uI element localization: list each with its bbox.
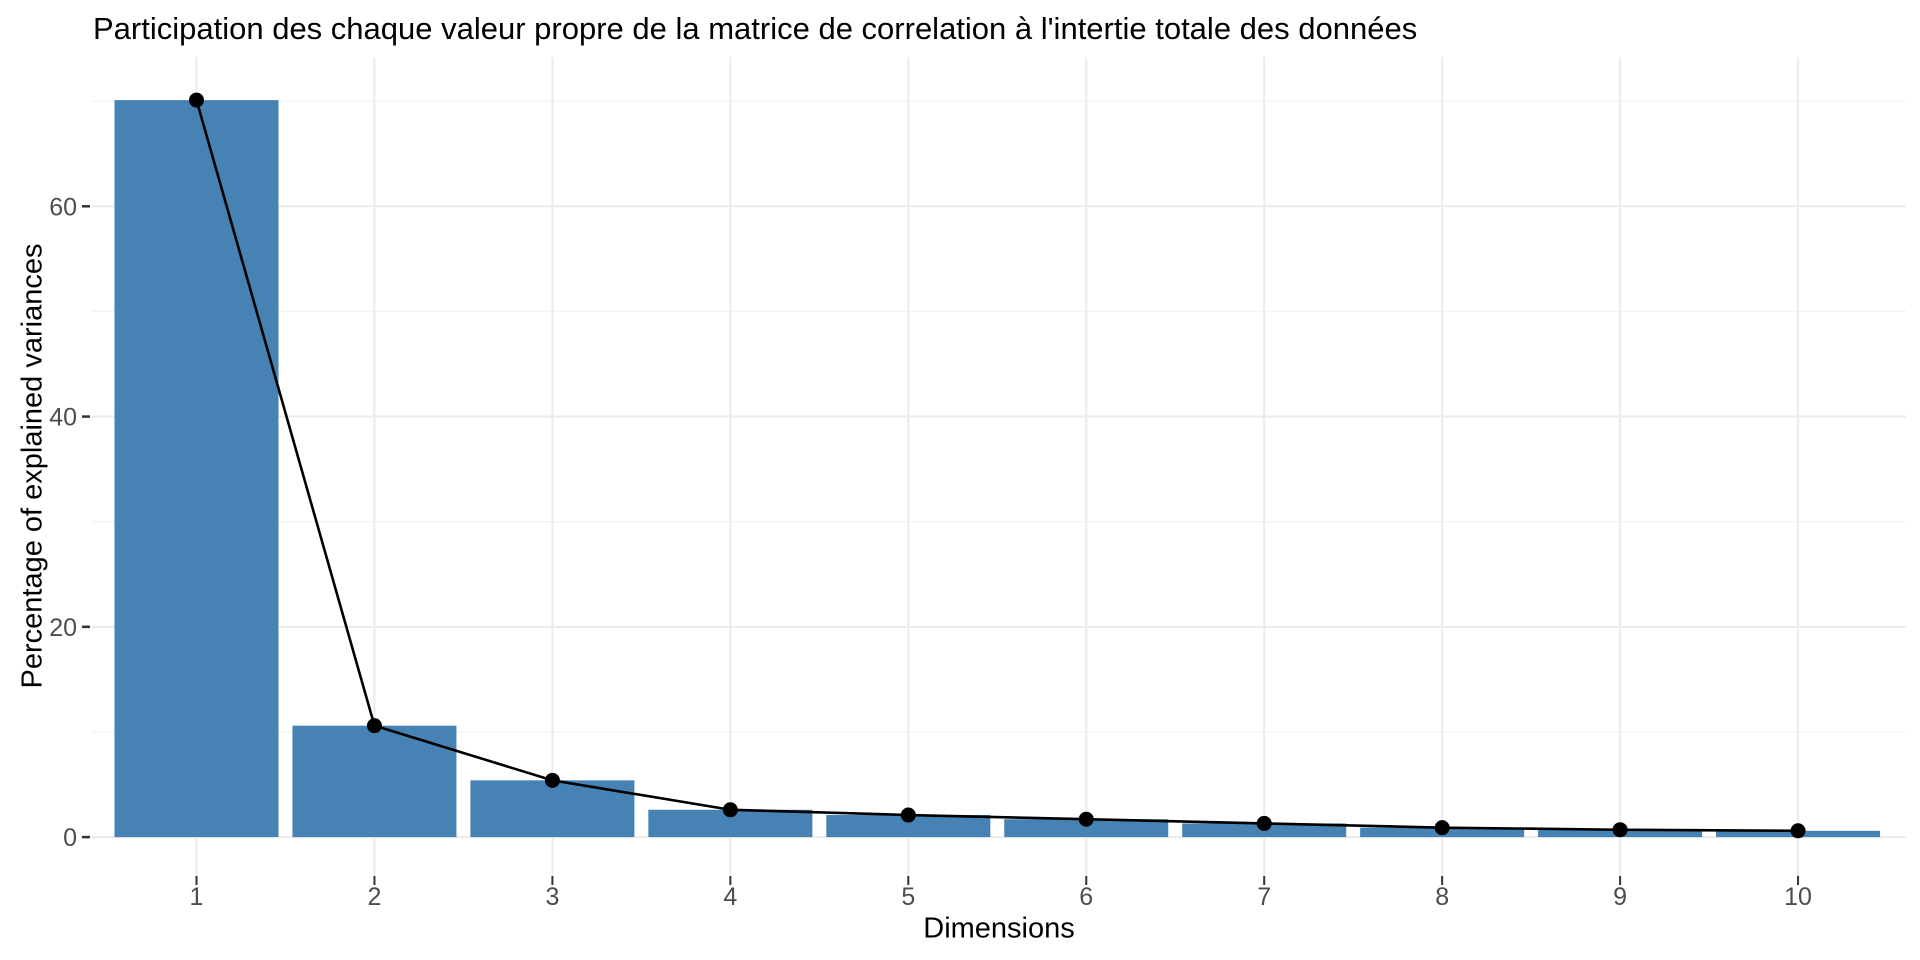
bar-dim-5 bbox=[826, 815, 991, 838]
scree-line bbox=[195, 99, 1799, 833]
scree-point-dim-7 bbox=[1256, 815, 1272, 831]
scree-point-dim-3 bbox=[544, 772, 560, 788]
bar-dim-1 bbox=[114, 100, 279, 838]
scree-point-dim-8 bbox=[1434, 820, 1450, 836]
y-axis-title: Percentage of explained variances bbox=[16, 243, 49, 689]
x-tick-label: 10 bbox=[1784, 883, 1812, 911]
x-tick-label: 9 bbox=[1613, 883, 1627, 911]
x-tick-label: 7 bbox=[1257, 883, 1271, 911]
scree-point-dim-9 bbox=[1612, 822, 1628, 838]
x-tick-label: 5 bbox=[901, 883, 915, 911]
scree-point-dim-1 bbox=[189, 92, 204, 108]
scree-point-dim-5 bbox=[900, 807, 916, 823]
x-axis-title: Dimensions bbox=[923, 912, 1075, 945]
x-tick-label: 6 bbox=[1079, 883, 1093, 911]
bar-dim-2 bbox=[292, 725, 457, 838]
bar-dim-6 bbox=[1004, 819, 1169, 838]
x-tick-label: 1 bbox=[190, 883, 204, 911]
x-tick-label: 8 bbox=[1435, 883, 1449, 911]
scree-point-dim-10 bbox=[1790, 823, 1806, 839]
scree-point-dim-4 bbox=[722, 802, 738, 818]
x-tick-label: 4 bbox=[723, 883, 737, 911]
y-tick-label: 0 bbox=[63, 824, 77, 852]
x-tick-label: 2 bbox=[367, 883, 381, 911]
scree-point-dim-6 bbox=[1078, 811, 1094, 827]
x-tick-label: 3 bbox=[545, 883, 559, 911]
y-tick-label: 20 bbox=[49, 614, 77, 642]
scree-point-dim-2 bbox=[366, 718, 382, 734]
y-tick-label: 60 bbox=[49, 193, 77, 221]
y-tick-label: 40 bbox=[49, 404, 77, 432]
chart-title: Participation des chaque valeur propre d… bbox=[93, 11, 1418, 46]
